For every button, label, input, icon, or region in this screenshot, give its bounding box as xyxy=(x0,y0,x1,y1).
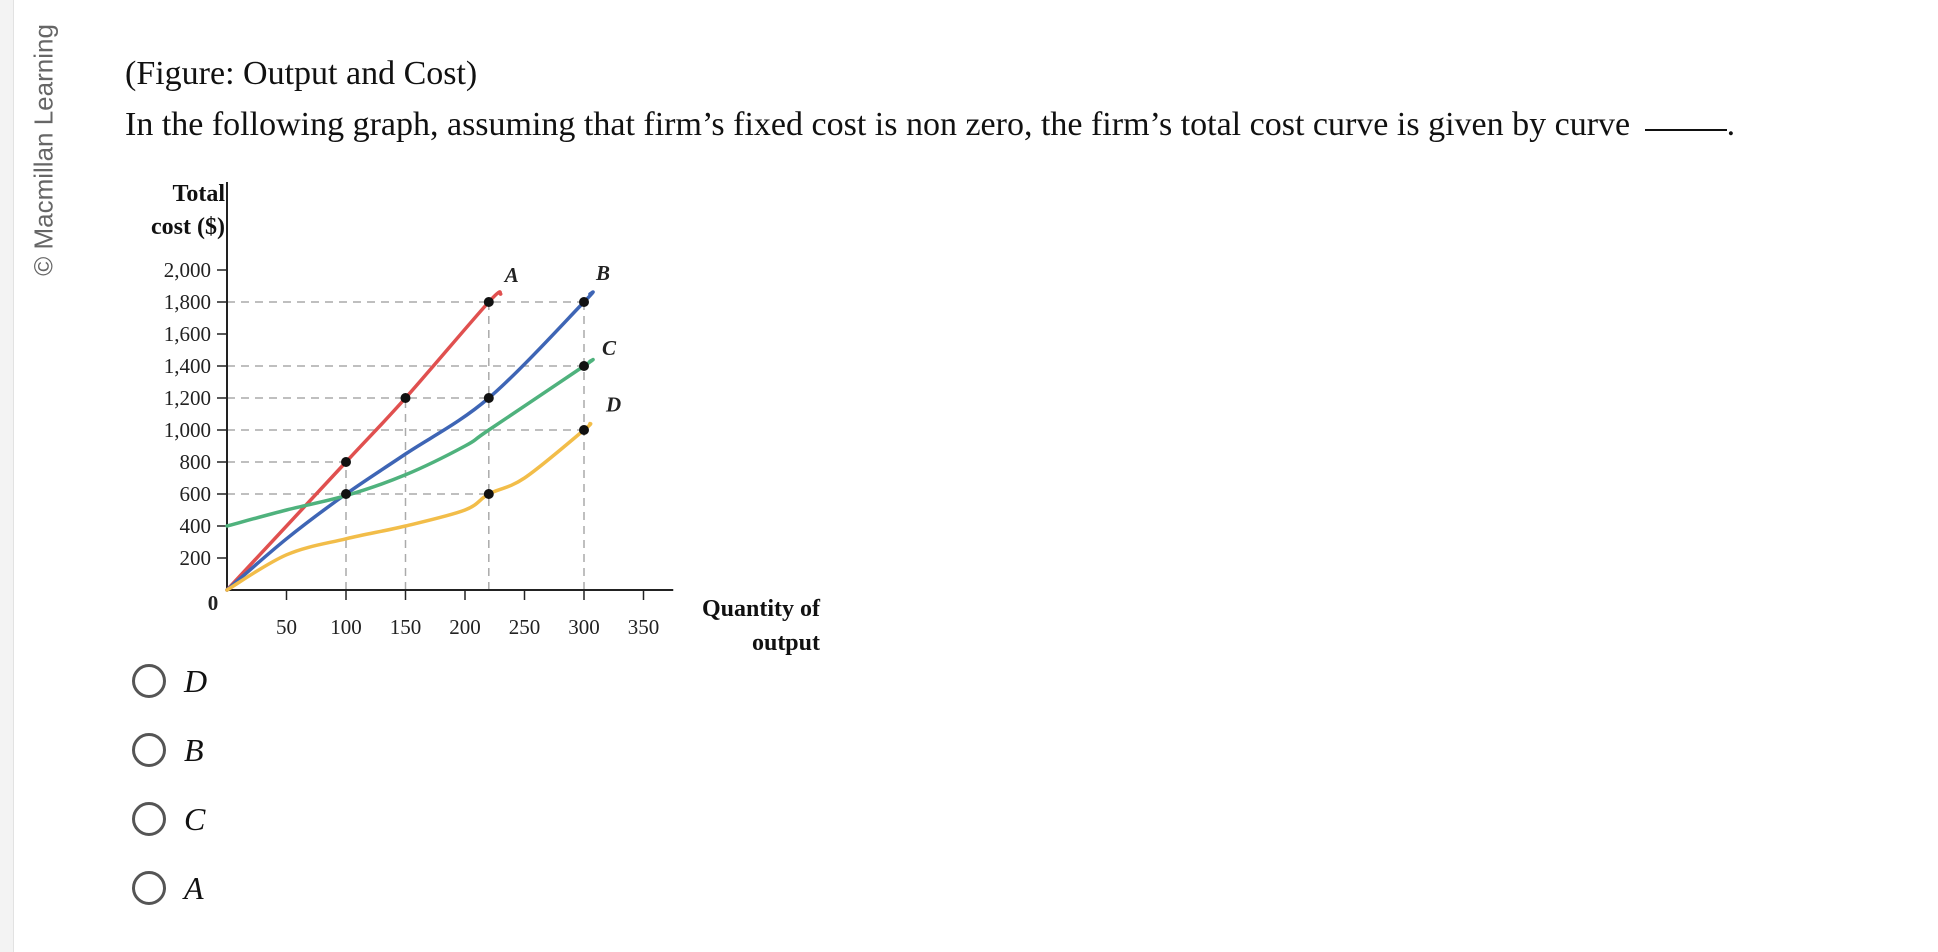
radio-button[interactable] xyxy=(132,802,166,836)
y-tick-label: 400 xyxy=(180,514,212,538)
y-tick-label: 1,600 xyxy=(164,322,211,346)
origin-label: 0 xyxy=(208,591,219,615)
option-1[interactable]: D xyxy=(132,660,392,729)
radio-button[interactable] xyxy=(132,733,166,767)
radio-button[interactable] xyxy=(132,664,166,698)
option-4[interactable]: A xyxy=(132,867,392,936)
y-axis-title-line1: Total xyxy=(172,181,225,207)
curve-b xyxy=(225,290,595,592)
copyright-credit: © Macmillan Learning xyxy=(28,24,59,276)
x-axis-title: Quantity of output xyxy=(670,592,820,660)
option-label: D xyxy=(184,663,208,699)
y-tick-label: 200 xyxy=(180,546,212,570)
curve-label-b: B xyxy=(595,261,610,285)
x-tick-label: 250 xyxy=(509,615,541,639)
option-label: B xyxy=(184,732,204,768)
radio-button[interactable] xyxy=(132,871,166,905)
data-point xyxy=(341,457,351,467)
x-axis-title-line2: output xyxy=(751,630,820,656)
y-tick-label: 2,000 xyxy=(164,258,211,282)
option-label: A xyxy=(184,870,204,906)
answer-blank xyxy=(1644,129,1727,131)
x-tick-label: 50 xyxy=(276,615,297,639)
x-tick-label: 200 xyxy=(449,615,481,639)
option-3[interactable]: C xyxy=(132,798,392,867)
left-margin-strip xyxy=(0,0,14,952)
curve-a xyxy=(225,290,503,592)
question-text: In the following graph, assuming that fi… xyxy=(125,106,1735,144)
data-point xyxy=(579,297,589,307)
data-point xyxy=(483,489,494,499)
option-label: C xyxy=(184,801,206,837)
curve-c xyxy=(225,357,595,528)
y-axis-title-line2: cost ($) xyxy=(151,214,225,240)
x-tick-label: 350 xyxy=(628,615,660,639)
data-point xyxy=(483,393,494,403)
data-point xyxy=(579,361,589,371)
curve-d xyxy=(225,421,593,592)
y-tick-label: 1,800 xyxy=(164,290,211,314)
data-point xyxy=(483,297,494,307)
data-point xyxy=(579,425,589,435)
y-tick-label: 600 xyxy=(180,482,212,506)
y-tick-label: 1,200 xyxy=(164,386,211,410)
x-tick-label: 100 xyxy=(330,615,362,639)
data-point xyxy=(341,489,351,499)
curve-label-c: C xyxy=(602,336,617,360)
question-body: In the following graph, assuming that fi… xyxy=(125,106,1631,143)
option-2[interactable]: B xyxy=(132,729,392,798)
y-tick-label: 1,400 xyxy=(164,354,211,378)
curve-label-a: A xyxy=(503,263,519,287)
curve-label-d: D xyxy=(605,393,621,417)
x-tick-label: 150 xyxy=(390,615,422,639)
chart-plot: 200 400 600 800 1,000 1,200 1,400 1,600 1,800 2,0… xyxy=(164,182,674,639)
data-point xyxy=(400,393,411,403)
y-tick-label: 1,000 xyxy=(164,418,211,442)
question-end: . xyxy=(1726,106,1736,143)
cost-chart: Total cost ($) 200 400 600 800 1,000 1,200 1,4… xyxy=(115,170,835,670)
x-tick-label: 300 xyxy=(568,615,600,639)
y-axis-title: Total cost ($) xyxy=(125,178,225,244)
x-axis-title-line1: Quantity of xyxy=(701,596,820,622)
figure-title: (Figure: Output and Cost) xyxy=(125,55,478,92)
answer-options: D B C A xyxy=(132,660,392,936)
y-tick-label: 800 xyxy=(180,450,212,474)
